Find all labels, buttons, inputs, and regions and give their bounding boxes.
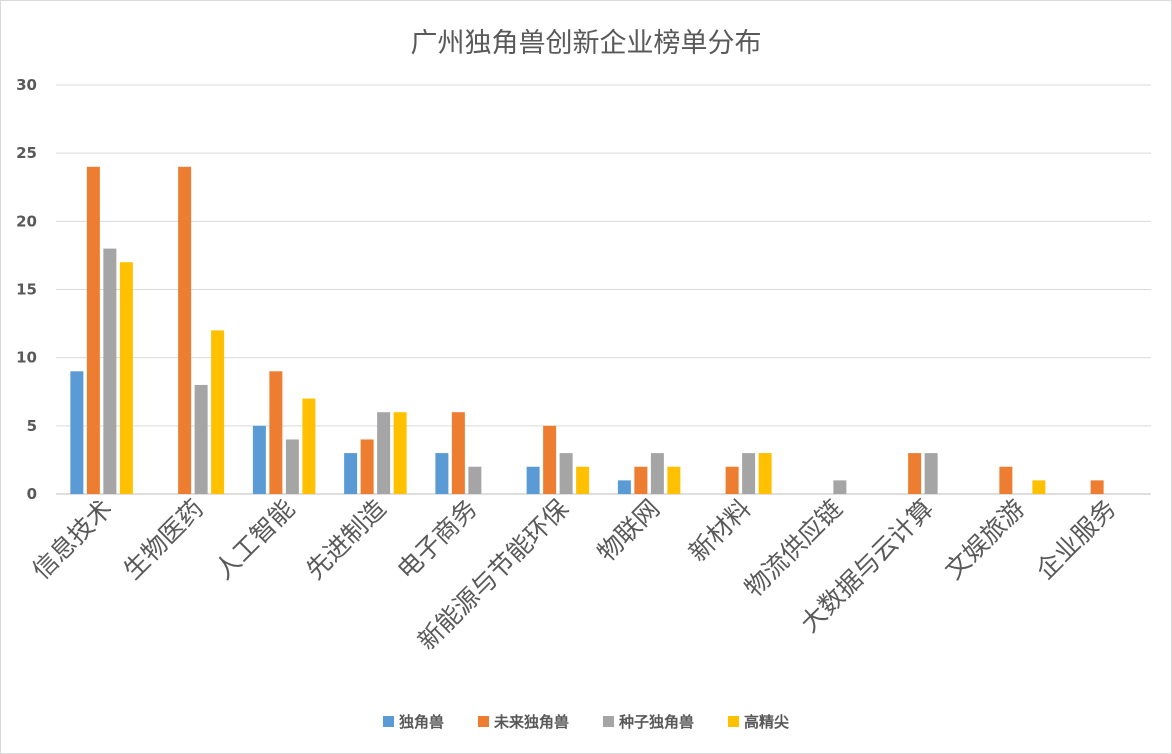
- gridlines: [56, 84, 1151, 495]
- bars: [70, 166, 1104, 495]
- bar: [377, 412, 391, 494]
- legend-swatch: [478, 716, 489, 727]
- x-tick-label: 人工智能: [209, 494, 300, 585]
- bar: [634, 466, 648, 494]
- bar: [103, 248, 117, 494]
- bar: [468, 466, 482, 494]
- legend-swatch: [603, 716, 614, 727]
- legend: 独角兽 未来独角兽 种子独角兽 高精尖: [383, 713, 789, 731]
- x-tick-label: 企业服务: [1030, 494, 1121, 585]
- bar: [302, 398, 316, 494]
- bar: [833, 480, 847, 494]
- bar: [725, 466, 739, 494]
- bar: [999, 466, 1013, 494]
- x-tick-label: 生物医药: [118, 494, 209, 585]
- y-tick-label: 25: [16, 144, 37, 162]
- bar: [543, 425, 557, 494]
- x-tick-label: 新材料: [683, 494, 757, 568]
- bar: [559, 453, 573, 494]
- bar: [650, 453, 664, 494]
- bar: [252, 425, 266, 494]
- bar: [1032, 480, 1046, 494]
- legend-swatch: [383, 716, 394, 727]
- legend-label: 种子独角兽: [618, 713, 694, 731]
- y-axis: 0 5 10 15 20 25 30: [16, 76, 37, 503]
- x-tick-label: 物联网: [592, 494, 666, 568]
- y-tick-label: 10: [16, 349, 37, 367]
- bar: [617, 480, 631, 494]
- legend-label: 高精尖: [744, 713, 789, 731]
- bar: [742, 453, 756, 494]
- bar: [269, 371, 283, 494]
- bar: [908, 453, 922, 494]
- bar: [451, 412, 465, 494]
- bar: [667, 466, 681, 494]
- bar: [758, 453, 772, 494]
- x-tick-label: 新能源与节能环保: [412, 494, 574, 656]
- y-tick-label: 20: [16, 212, 37, 230]
- bar: [924, 453, 938, 494]
- bar: [194, 384, 208, 494]
- x-tick-label: 文娱旅游: [939, 494, 1030, 585]
- legend-label: 独角兽: [399, 713, 444, 731]
- bar: [178, 166, 192, 495]
- y-tick-label: 5: [27, 417, 37, 435]
- chart-title: 广州独角兽创新企业榜单分布: [411, 28, 762, 59]
- x-tick-label: 信息技术: [27, 494, 118, 585]
- x-tick-label: 先进制造: [300, 494, 391, 585]
- bar: [1090, 480, 1104, 494]
- y-tick-label: 30: [16, 76, 37, 94]
- bar: [285, 439, 299, 494]
- legend-label: 未来独角兽: [493, 713, 569, 731]
- bar: [576, 466, 590, 494]
- bar: [211, 330, 225, 494]
- bar: [344, 453, 358, 494]
- legend-swatch: [728, 716, 739, 727]
- y-tick-label: 15: [16, 281, 37, 299]
- bar: [435, 453, 449, 494]
- x-tick-label: 电子商务: [392, 494, 483, 585]
- bar: [526, 466, 540, 494]
- bar: [70, 371, 84, 494]
- bar: [393, 412, 407, 494]
- y-tick-label: 0: [27, 485, 37, 503]
- bar: [119, 262, 133, 494]
- bar: [360, 439, 374, 494]
- bar: [86, 166, 100, 495]
